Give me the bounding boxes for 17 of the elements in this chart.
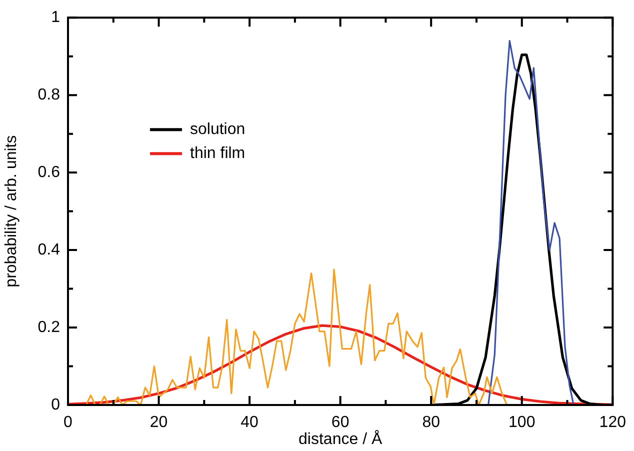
y-tick-label: 0 <box>51 396 60 414</box>
legend-label: thin film <box>190 145 246 162</box>
y-tick-label: 1 <box>51 9 60 26</box>
y-tick-label: 0.2 <box>38 318 60 336</box>
y-tick-label: 0.6 <box>38 164 60 181</box>
x-tick-label: 20 <box>150 414 168 432</box>
x-tick-label: 60 <box>331 414 350 432</box>
legend-label: solution <box>190 121 246 138</box>
y-tick-label: 0.4 <box>38 241 60 258</box>
x-tick-label: 120 <box>599 414 626 432</box>
x-tick-label: 80 <box>422 414 440 432</box>
x-tick-label: 100 <box>508 414 536 432</box>
x-tick-label: 0 <box>64 414 73 432</box>
x-axis-title: distance / Å <box>298 430 382 448</box>
y-tick-label: 0.8 <box>38 86 60 104</box>
y-axis-title: probability / arb. units <box>3 135 20 288</box>
x-tick-label: 40 <box>240 414 259 432</box>
